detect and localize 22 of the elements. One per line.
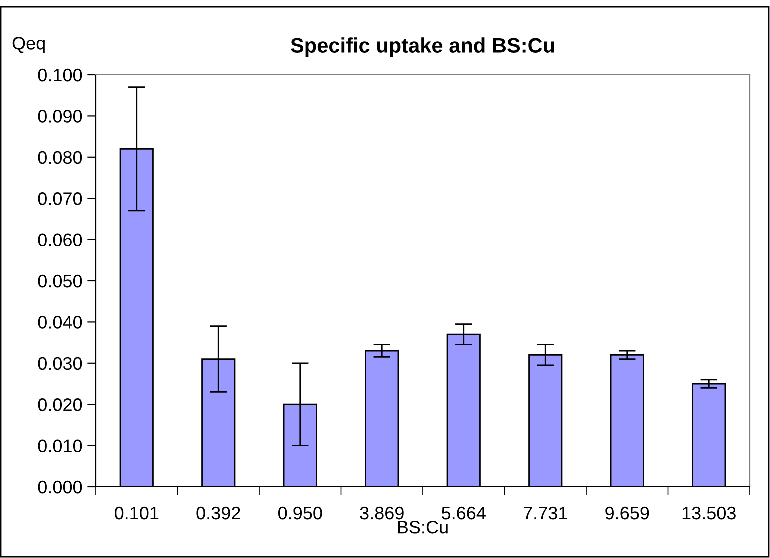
y-tick-label: 0.000 bbox=[38, 480, 82, 494]
x-tick-label: 9.659 bbox=[606, 506, 650, 520]
chart-title: Specific uptake and BS:Cu bbox=[291, 38, 554, 58]
x-tick-label: 0.950 bbox=[278, 506, 322, 520]
x-tick-label: 0.392 bbox=[196, 506, 240, 520]
y-tick-label: 0.050 bbox=[38, 274, 82, 288]
y-tick-label: 0.090 bbox=[38, 110, 82, 123]
y-tick-label: 0.030 bbox=[38, 357, 82, 370]
x-tick-label: 0.101 bbox=[114, 506, 159, 520]
y-tick-label: 0.020 bbox=[38, 398, 82, 412]
y-tick-label: 0.010 bbox=[38, 440, 82, 453]
y-axis-title: Qeq bbox=[12, 37, 45, 54]
x-tick-label: 7.731 bbox=[524, 506, 568, 520]
y-tick-label: 0.040 bbox=[38, 316, 82, 329]
x-tick-label: 13.503 bbox=[682, 506, 736, 520]
y-tick-label: 0.070 bbox=[38, 192, 82, 206]
y-tick-label: 0.100 bbox=[38, 68, 82, 82]
y-tick-label: 0.060 bbox=[38, 234, 82, 247]
y-tick-label: 0.080 bbox=[38, 151, 82, 164]
x-tick-label: 5.664 bbox=[442, 506, 486, 520]
x-tick-label: 3.869 bbox=[360, 506, 404, 520]
x-axis-title: BS:Cu bbox=[398, 520, 448, 534]
